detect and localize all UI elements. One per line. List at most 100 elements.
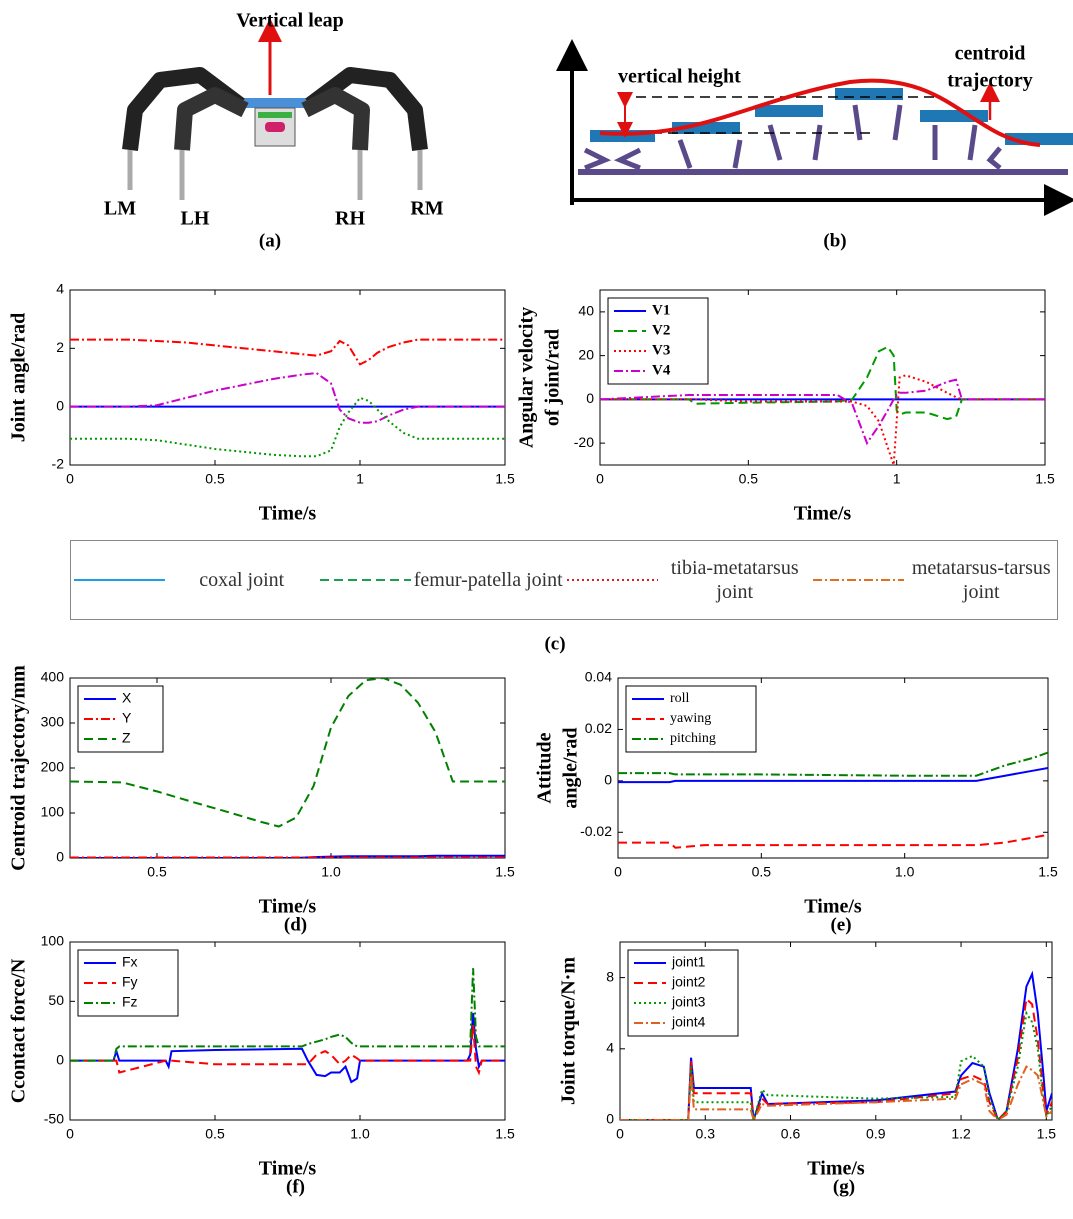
panel-caption: (e) (830, 914, 851, 935)
x-tick-label: 0.5 (147, 864, 167, 880)
x-tick-label: 1 (356, 471, 364, 487)
legend-entry: tibia-metatarsus joint (565, 556, 810, 604)
x-tick-label: 1.5 (1037, 1126, 1057, 1142)
leg-label: RH (335, 208, 365, 230)
y-tick-label: -50 (44, 1111, 64, 1127)
legend-label: yawing (670, 711, 711, 726)
x-tick-label: 1.2 (951, 1126, 971, 1142)
x-axis-label: Time/s (259, 1158, 317, 1180)
y-tick-label: 0 (56, 849, 64, 865)
shared-legend: coxal joint femur-patella joint tibia-meta… (70, 540, 1058, 620)
series-line (600, 378, 1045, 446)
legend-box (607, 297, 709, 385)
x-axis-label: Time/s (259, 503, 317, 525)
x-tick-label: 0 (66, 1126, 74, 1142)
x-tick-label: 0.3 (696, 1126, 716, 1142)
y-tick-label: 400 (41, 669, 65, 685)
legend-entry: metatarsus-tarsus joint (811, 556, 1056, 604)
y-tick-label: 0 (586, 390, 594, 406)
legend-swatch (566, 579, 658, 581)
x-tick-label: 0.9 (866, 1126, 886, 1142)
x-axis-label: Time/s (794, 503, 852, 525)
x-tick-label: 0 (616, 1126, 624, 1142)
x-tick-label: 1 (893, 471, 901, 487)
panel-caption: (a) (259, 230, 281, 251)
y-axis-label: angle/rad (560, 727, 582, 808)
y-tick-label: 50 (48, 992, 64, 1008)
series-line (620, 1065, 1052, 1120)
y-tick-label: -20 (574, 434, 594, 450)
x-tick-label: 0.5 (739, 471, 759, 487)
y-axis-label: of joint/rad (542, 329, 564, 426)
series-line (618, 767, 1048, 784)
legend-label: V4 (652, 362, 671, 378)
series-line (620, 1010, 1052, 1120)
series-line (620, 996, 1052, 1120)
legend-swatch (73, 579, 165, 581)
y-tick-label: 0 (604, 772, 612, 788)
x-tick-label: 1.5 (495, 864, 515, 880)
y-tick-label: -0.02 (580, 823, 612, 839)
x-tick-label: 1.5 (1038, 864, 1058, 880)
series-line (70, 968, 505, 1062)
legend-label: Y (122, 710, 132, 726)
legend-label: V2 (652, 322, 670, 338)
trajectory-label: centroid (955, 43, 1026, 65)
x-tick-label: 1.5 (1035, 471, 1055, 487)
x-tick-label: 0.5 (752, 864, 772, 880)
y-tick-label: 100 (41, 804, 65, 820)
y-tick-label: 0 (56, 397, 64, 413)
x-tick-label: 0 (66, 471, 74, 487)
y-axis-label: Centroid trajectory/mm (8, 665, 30, 871)
plot-frame (69, 289, 506, 466)
legend-entry: femur-patella joint (318, 568, 563, 592)
legend-label: V3 (652, 342, 670, 358)
y-tick-label: 4 (606, 1040, 614, 1056)
leg-label: RM (410, 198, 443, 220)
legend-label: Fx (122, 954, 138, 970)
legend-box (77, 949, 179, 1017)
y-tick-label: 0.02 (585, 720, 612, 736)
legend-label: roll (670, 691, 690, 706)
y-axis-label: Joint angle/rad (8, 313, 30, 442)
legend-label: tibia-metatarsus joint (670, 557, 799, 603)
x-axis-label: Time/s (807, 1158, 865, 1180)
y-tick-label: 20 (578, 346, 594, 362)
height-label: vertical height (618, 66, 741, 88)
panel-caption: (d) (284, 914, 307, 935)
x-tick-label: 1.0 (895, 864, 915, 880)
y-axis-label: Attitude (534, 732, 556, 803)
trajectory-diagram (556, 39, 1073, 216)
x-axis-label: Time/s (804, 896, 862, 918)
legend-label: joint3 (671, 994, 706, 1010)
legend-label: Z (122, 730, 131, 746)
x-tick-label: 0.6 (781, 1126, 801, 1142)
series-line (70, 1024, 505, 1076)
robot-diagram (122, 18, 428, 200)
x-tick-label: 1.5 (495, 1126, 515, 1142)
legend-swatch (320, 579, 412, 581)
legend-swatch (813, 579, 905, 581)
x-tick-label: 1.0 (321, 864, 341, 880)
y-tick-label: 0 (606, 1111, 614, 1127)
y-tick-label: 2 (56, 339, 64, 355)
legend-label: pitching (670, 731, 716, 746)
legend-label: Fy (122, 974, 138, 990)
arrow-label: Vertical leap (236, 10, 344, 32)
y-tick-label: 8 (606, 968, 614, 984)
series-line (600, 345, 1045, 421)
legend-label: Fz (122, 994, 138, 1010)
legend-label: V1 (652, 302, 670, 318)
y-axis-label: Angular velocity (516, 307, 538, 448)
y-tick-label: 200 (41, 759, 65, 775)
x-tick-label: 1.5 (495, 471, 515, 487)
series-line (70, 396, 505, 458)
panel-caption: (g) (833, 1176, 855, 1197)
y-tick-label: 4 (56, 281, 64, 297)
leg-label: LM (104, 198, 136, 220)
y-tick-label: 100 (41, 933, 65, 949)
y-tick-label: 0.04 (585, 669, 612, 685)
y-tick-label: 40 (578, 303, 594, 319)
